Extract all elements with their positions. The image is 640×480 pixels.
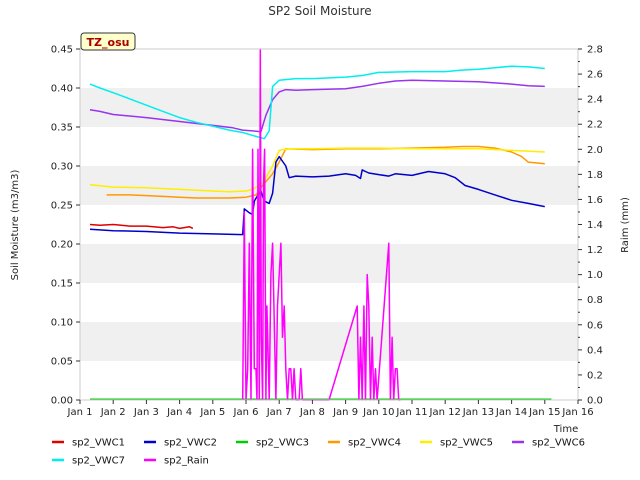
series-line-sp2_rain	[241, 48, 401, 401]
grid-band	[80, 244, 578, 283]
legend: sp2_VWC1 sp2_VWC2 sp2_VWC3 sp2_VWC4 sp2_VWC5…	[52, 438, 585, 467]
x-tick-label: Jan 8	[299, 407, 325, 418]
y-axis-right: 0.0 0.2 0.4 0.6 0.8 1.0 1.2 1.4 1.6 1.8 2.0 2.2 2.4 2…	[578, 45, 603, 407]
x-tick-label: Jan 11	[395, 407, 427, 418]
x-tick-label: Jan 9	[332, 407, 358, 418]
y2-tick-label: 1.2	[587, 245, 603, 256]
y-tick-label: 0.20	[51, 240, 73, 251]
grid-band	[80, 205, 578, 244]
grid-band	[80, 361, 578, 400]
legend-label: sp2_VWC4	[348, 438, 401, 449]
y-tick-label: 0.25	[51, 201, 73, 212]
x-tick-label: Jan 5	[199, 407, 225, 418]
x-tick-label: Jan 16	[561, 407, 593, 418]
y2-tick-label: 2.8	[587, 45, 603, 56]
y2-tick-label: 2.0	[587, 145, 603, 156]
y-tick-label: 0.00	[51, 396, 73, 407]
tz-badge-box	[80, 32, 136, 51]
y2-axis-title: Raim (mm)	[620, 197, 631, 253]
x-tick-label: Jan 7	[266, 407, 292, 418]
legend-label: sp2_VWC3	[256, 438, 309, 449]
x-tick-label: Jan 2	[100, 407, 126, 418]
chart-title: SP2 Soil Moisture	[268, 4, 371, 18]
series-line-sp2_vwc4	[106, 145, 545, 199]
x-tick-label: Jan 4	[166, 407, 192, 418]
y2-tick-label: 2.2	[587, 120, 603, 131]
legend-label: sp2_Rain	[164, 456, 209, 467]
series-line-sp2_vwc2	[89, 155, 545, 236]
tz-badge: TZ_osu	[80, 32, 136, 51]
y2-tick-label: 1.8	[587, 170, 603, 181]
y2-tick-label: 0.0	[587, 396, 603, 407]
series-lines	[89, 48, 552, 401]
x-axis: Jan 1 Jan 2 Jan 3 Jan 4 Jan 5 Jan 6 Jan 7 Jan 8…	[67, 400, 594, 418]
x-axis-title: Time	[553, 424, 578, 435]
y2-tick-label: 2.6	[587, 70, 603, 81]
y-tick-label: 0.10	[51, 318, 73, 329]
y2-tick-label: 0.8	[587, 295, 603, 306]
plot-background	[80, 49, 578, 400]
series-line-sp2_vwc5	[89, 147, 545, 193]
legend-label: sp2_VWC1	[72, 438, 125, 449]
x-tick-label: Jan 6	[233, 407, 259, 418]
tz-badge-label: TZ_osu	[87, 36, 130, 49]
y-tick-label: 0.15	[51, 279, 73, 290]
y-tick-label: 0.45	[51, 45, 73, 56]
x-tick-label: Jan 10	[362, 407, 394, 418]
y2-tick-label: 0.6	[587, 320, 603, 331]
y-axis-title: Soil Moisture (m3/m3)	[10, 170, 21, 281]
grid-band	[80, 283, 578, 322]
y-tick-label: 0.30	[51, 162, 73, 173]
legend-label: sp2_VWC7	[72, 456, 125, 467]
grid-band	[80, 49, 578, 88]
series-line-sp2_vwc6	[89, 79, 545, 133]
x-tick-label: Jan 14	[495, 407, 527, 418]
x-tick-label: Jan 13	[462, 407, 494, 418]
grid-band	[80, 166, 578, 205]
series-line-sp2_vwc7	[89, 65, 545, 140]
y-tick-label: 0.35	[51, 123, 73, 134]
grid-band	[80, 88, 578, 127]
y2-tick-label: 2.4	[587, 95, 603, 106]
x-tick-label: Jan 15	[528, 407, 560, 418]
x-tick-label: Jan 12	[429, 407, 461, 418]
y2-tick-label: 1.4	[587, 220, 603, 231]
legend-label: sp2_VWC5	[440, 438, 493, 449]
legend-label: sp2_VWC2	[164, 438, 217, 449]
y2-tick-label: 1.6	[587, 195, 603, 206]
y-axis-left: 0.00 0.05 0.10 0.15 0.20 0.25 0.30 0.35 0.40 0.45	[51, 45, 80, 407]
y-tick-label: 0.05	[51, 357, 73, 368]
series-line-sp2_vwc1	[89, 223, 194, 230]
x-tick-label: Jan 3	[133, 407, 159, 418]
y-tick-label: 0.40	[51, 84, 73, 95]
grid-band	[80, 322, 578, 361]
y2-tick-label: 0.4	[587, 345, 603, 356]
grid-band	[80, 127, 578, 166]
legend-label: sp2_VWC6	[532, 438, 585, 449]
y2-tick-label: 1.0	[587, 270, 603, 281]
x-tick-label: Jan 1	[67, 407, 93, 418]
y2-tick-label: 0.2	[587, 370, 603, 381]
